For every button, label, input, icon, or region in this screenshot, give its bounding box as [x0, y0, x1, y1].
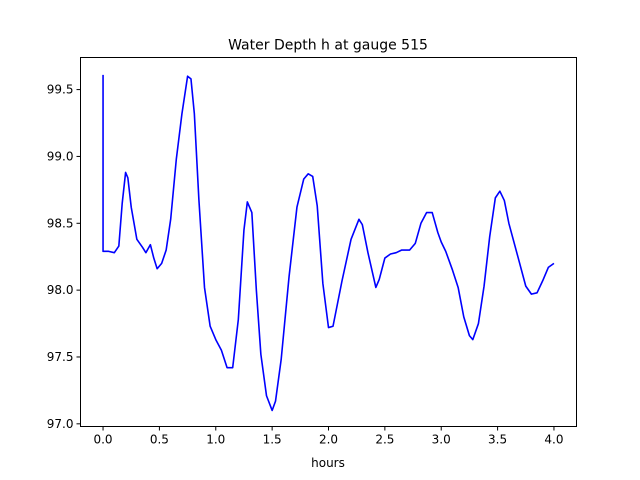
x-tick-label: 0.0: [93, 433, 112, 447]
x-tick-label: 2.0: [319, 433, 338, 447]
x-axis: 0.0 0.5 1.0 1.5 2.0 2.5 3.0 3.5 4.0: [93, 426, 564, 447]
x-axis-label: hours: [311, 456, 345, 470]
x-tick-label: 3.0: [432, 433, 451, 447]
plot-frame: [80, 57, 577, 427]
y-tick-label: 99.5: [47, 83, 74, 97]
x-tick-label: 4.0: [544, 433, 563, 447]
plot-area: [102, 74, 555, 412]
y-tick-label: 98.0: [47, 283, 74, 297]
x-tick-label: 1.0: [206, 433, 225, 447]
x-tick-label: 1.5: [263, 433, 282, 447]
y-tick-label: 99.0: [47, 149, 74, 163]
y-tick-label: 97.5: [47, 350, 74, 364]
chart-title: Water Depth h at gauge 515: [228, 38, 428, 54]
x-tick-label: 3.5: [488, 433, 507, 447]
y-axis: 97.0 97.5 98.0 98.5 99.0 99.5: [47, 83, 81, 431]
y-tick-label: 97.0: [47, 417, 74, 431]
x-tick-label: 2.5: [375, 433, 394, 447]
y-tick-label: 98.5: [47, 216, 74, 230]
series-line-0: [102, 74, 555, 412]
x-tick-label: 0.5: [150, 433, 169, 447]
